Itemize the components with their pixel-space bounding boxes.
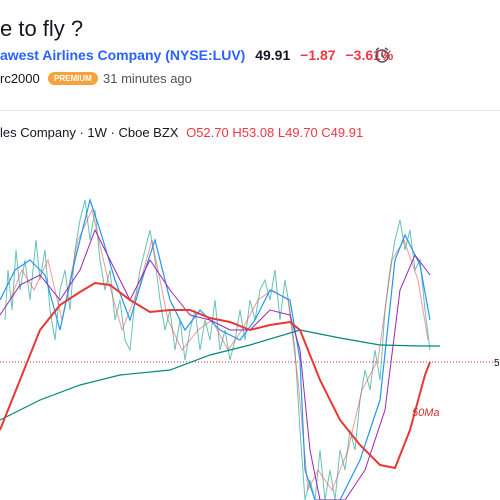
- legend-high: H53.08: [232, 125, 275, 140]
- ma-annotation: 50Ma: [412, 407, 440, 419]
- symbol-row: awest Airlines Company (NYSE:LUV) 49.91 …: [0, 47, 393, 63]
- legend-low: L49.70: [277, 125, 318, 140]
- candles: [4, 199, 431, 500]
- chart-pane: 50Ma 5: [0, 197, 500, 500]
- post-time: 31 minutes ago: [103, 71, 192, 86]
- change: −1.87: [300, 47, 336, 63]
- change-pct: −3.61%: [345, 47, 394, 63]
- idea-title: e to fly ?: [0, 16, 84, 41]
- ticker-link[interactable]: (NYSE:LUV): [165, 47, 246, 63]
- price: 49.91: [255, 47, 291, 63]
- ma50: [0, 281, 431, 470]
- alert-icon[interactable]: [372, 45, 392, 65]
- separator: [0, 110, 500, 111]
- author-name[interactable]: rc2000: [0, 71, 40, 86]
- legend-symbol: les Company · 1W · Cboe BZX: [0, 125, 179, 140]
- chart-legend: les Company · 1W · Cboe BZX O52.70 H53.0…: [0, 125, 363, 140]
- legend-close: C49.91: [321, 125, 364, 140]
- fast-ma: [0, 197, 431, 500]
- candles-down: [9, 208, 429, 492]
- ma200: [0, 329, 440, 421]
- legend-open: O52.70: [186, 125, 229, 140]
- symbol-link[interactable]: awest Airlines Company: [0, 47, 162, 63]
- price-axis-label: 5: [494, 358, 500, 369]
- slow-ma: [0, 228, 431, 500]
- premium-badge: PREMIUM: [48, 72, 98, 85]
